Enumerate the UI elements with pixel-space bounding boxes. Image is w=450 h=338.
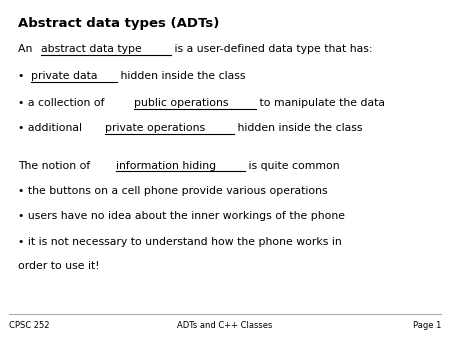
Text: order to use it!: order to use it!	[18, 261, 99, 271]
Text: private data: private data	[31, 71, 97, 81]
Text: • a collection of: • a collection of	[18, 98, 108, 108]
Text: Abstract data types (ADTs): Abstract data types (ADTs)	[18, 17, 220, 30]
Text: Page 1: Page 1	[413, 321, 441, 330]
Text: • additional: • additional	[18, 123, 86, 134]
Text: abstract data type: abstract data type	[41, 44, 142, 54]
Text: • users have no idea about the inner workings of the phone: • users have no idea about the inner wor…	[18, 211, 345, 221]
Text: public operations: public operations	[134, 98, 229, 108]
Text: • it is not necessary to understand how the phone works in: • it is not necessary to understand how …	[18, 237, 342, 247]
Text: ADTs and C++ Classes: ADTs and C++ Classes	[177, 321, 273, 330]
Text: •: •	[18, 71, 28, 81]
Text: • the buttons on a cell phone provide various operations: • the buttons on a cell phone provide va…	[18, 186, 328, 196]
Text: to manipulate the data: to manipulate the data	[256, 98, 385, 108]
Text: CPSC 252: CPSC 252	[9, 321, 50, 330]
Text: is a user-defined data type that has:: is a user-defined data type that has:	[171, 44, 373, 54]
Text: hidden inside the class: hidden inside the class	[234, 123, 363, 134]
Text: The notion of: The notion of	[18, 161, 94, 171]
Text: information hiding: information hiding	[116, 161, 216, 171]
Text: is quite common: is quite common	[245, 161, 340, 171]
Text: private operations: private operations	[105, 123, 205, 134]
Text: hidden inside the class: hidden inside the class	[117, 71, 245, 81]
Text: An: An	[18, 44, 36, 54]
